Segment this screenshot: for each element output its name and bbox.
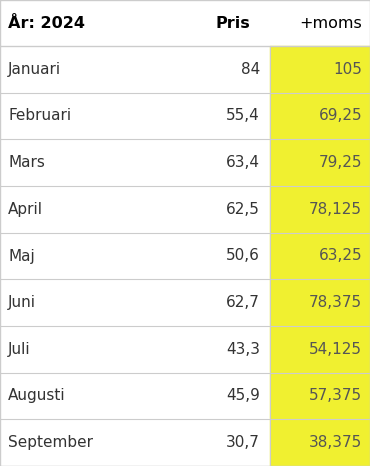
Bar (270, 326, 370, 373)
Text: 38,375: 38,375 (309, 435, 362, 450)
Text: 78,125: 78,125 (309, 202, 362, 217)
Bar (270, 233, 370, 279)
Text: Pris: Pris (215, 15, 250, 30)
Text: September: September (8, 435, 93, 450)
Text: 78,375: 78,375 (309, 295, 362, 310)
Bar (0, 326, 270, 373)
Bar (0, 233, 270, 279)
Bar (0, 46, 270, 93)
Text: 63,4: 63,4 (226, 155, 260, 170)
Bar (0, 279, 270, 326)
Bar (0, 93, 270, 139)
Text: Maj: Maj (8, 248, 35, 263)
Bar (0, 419, 270, 466)
Text: 50,6: 50,6 (226, 248, 260, 263)
Text: Februari: Februari (8, 109, 71, 123)
Text: 57,375: 57,375 (309, 389, 362, 404)
Text: Mars: Mars (8, 155, 45, 170)
Text: 84: 84 (241, 62, 260, 77)
Bar (0, 139, 270, 186)
Text: 30,7: 30,7 (226, 435, 260, 450)
Text: 63,25: 63,25 (318, 248, 362, 263)
Text: Januari: Januari (8, 62, 61, 77)
Text: 45,9: 45,9 (226, 389, 260, 404)
Text: 62,7: 62,7 (226, 295, 260, 310)
Text: Augusti: Augusti (8, 389, 65, 404)
Text: 69,25: 69,25 (318, 109, 362, 123)
Bar (270, 186, 370, 233)
Text: 43,3: 43,3 (226, 342, 260, 357)
Text: År: 2024: År: 2024 (8, 15, 85, 30)
Bar (270, 139, 370, 186)
Text: 55,4: 55,4 (226, 109, 260, 123)
Bar (0, 0, 370, 46)
Bar (270, 93, 370, 139)
Bar (270, 279, 370, 326)
Text: +moms: +moms (299, 15, 362, 30)
Bar (0, 186, 270, 233)
Text: 62,5: 62,5 (226, 202, 260, 217)
Text: 79,25: 79,25 (319, 155, 362, 170)
Bar (270, 419, 370, 466)
Text: Juli: Juli (8, 342, 31, 357)
Text: Juni: Juni (8, 295, 36, 310)
Text: 54,125: 54,125 (309, 342, 362, 357)
Bar (270, 46, 370, 93)
Bar (270, 373, 370, 419)
Text: 105: 105 (333, 62, 362, 77)
Bar (0, 373, 270, 419)
Text: April: April (8, 202, 43, 217)
